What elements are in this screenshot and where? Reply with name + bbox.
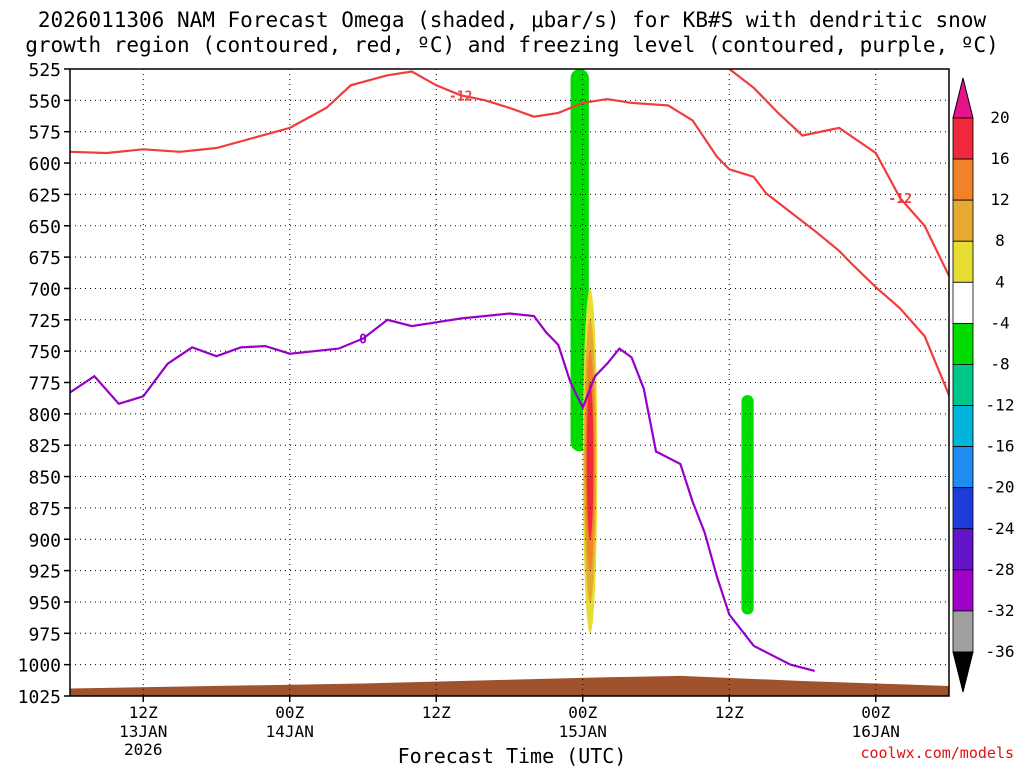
y-tick-label: 725 <box>28 311 61 332</box>
y-tick-label: 650 <box>28 217 61 238</box>
colorbar-label: 8 <box>995 231 1005 250</box>
x-tick-label: 00Z <box>861 703 890 722</box>
y-tick-label: 550 <box>28 91 61 112</box>
colorbar-swatch <box>952 199 974 242</box>
colorbar-top-arrow <box>952 77 974 119</box>
colorbar-swatch <box>952 610 974 653</box>
colorbar-label: -24 <box>986 519 1015 538</box>
x-tick-year: 2026 <box>124 740 163 759</box>
y-tick-label: 675 <box>28 248 61 269</box>
omega-downward-max-level <box>586 381 594 541</box>
colorbar: 20 16 12 8 4 -4 -8 -12 -16 -20 -24 -28 -32 -36 <box>952 77 1015 693</box>
colorbar-swatch <box>952 528 974 571</box>
omega-upward-late <box>741 395 754 615</box>
colorbar-label: 16 <box>990 149 1009 168</box>
y-tick-label: 975 <box>28 624 61 645</box>
contour-freezing-level <box>70 312 815 672</box>
x-tick-label: 00Z <box>568 703 597 722</box>
colorbar-swatch <box>952 281 974 324</box>
y-tick-label: 600 <box>28 154 61 175</box>
colorbar-label: -28 <box>986 560 1015 579</box>
colorbar-label: -4 <box>990 313 1009 332</box>
y-tick-label: 1025 <box>18 687 61 708</box>
chart-title-line2: growth region (contoured, red, ºC) and f… <box>25 33 999 57</box>
contour-dgz-lower <box>728 69 949 278</box>
contour-label: 0 <box>359 333 367 348</box>
x-tick-date: 13JAN <box>119 722 167 741</box>
y-tick-label: 775 <box>28 374 61 395</box>
colorbar-swatch <box>952 405 974 448</box>
y-tick-label: 900 <box>28 530 61 551</box>
x-axis-title: Forecast Time (UTC) <box>397 744 627 768</box>
x-tick-date: 15JAN <box>559 722 607 741</box>
colorbar-swatch <box>952 240 974 283</box>
colorbar-label: 4 <box>995 272 1005 291</box>
y-tick-label: 525 <box>28 60 61 81</box>
x-tick-date: 14JAN <box>266 722 314 741</box>
colorbar-label: -32 <box>986 601 1015 620</box>
colorbar-label: -16 <box>986 437 1015 456</box>
colorbar-bottom-arrow <box>952 651 974 693</box>
colorbar-label: -36 <box>986 642 1015 661</box>
x-tick-label: 12Z <box>129 703 158 722</box>
contour-label: -12 <box>449 89 472 104</box>
y-tick-label: 1000 <box>18 656 61 677</box>
y-tick-label: 750 <box>28 342 61 363</box>
axes: 525 550 575 600 625 650 675 700 725 750 775 800 825 8… <box>18 60 950 759</box>
chart-title-line1: 2026011306 NAM Forecast Omega (shaded, μ… <box>37 8 987 32</box>
contour-label: -12 <box>888 192 911 207</box>
y-tick-label: 825 <box>28 436 61 457</box>
colorbar-swatch <box>952 364 974 406</box>
y-tick-label: 575 <box>28 123 61 144</box>
colorbar-swatch <box>952 322 974 365</box>
x-tick-date: 16JAN <box>852 722 900 741</box>
colorbar-label: -8 <box>990 354 1009 373</box>
colorbar-swatch <box>952 158 974 201</box>
contours: -12 -12 0 <box>70 69 949 672</box>
y-tick-label: 625 <box>28 185 61 206</box>
y-tick-label: 700 <box>28 279 61 300</box>
x-tick-label: 12Z <box>715 703 744 722</box>
colorbar-label: 20 <box>990 108 1009 127</box>
contour-dgz-upper <box>70 70 949 399</box>
terrain-fill <box>70 675 949 696</box>
colorbar-swatch <box>952 487 974 530</box>
x-tick-label: 12Z <box>422 703 451 722</box>
y-tick-label: 875 <box>28 499 61 520</box>
colorbar-swatch <box>952 569 974 612</box>
colorbar-label: -12 <box>986 396 1015 415</box>
colorbar-label: -20 <box>986 478 1015 497</box>
x-tick-label: 00Z <box>275 703 304 722</box>
y-tick-label: 925 <box>28 562 61 583</box>
colorbar-label: 12 <box>990 190 1009 209</box>
y-tick-label: 800 <box>28 405 61 426</box>
colorbar-swatch <box>952 117 974 160</box>
colorbar-swatch <box>952 446 974 489</box>
omega-shading <box>570 69 754 634</box>
credit-text: coolwx.com/models <box>860 744 1014 762</box>
terrain <box>70 675 949 696</box>
y-tick-label: 950 <box>28 593 61 614</box>
y-tick-label: 850 <box>28 468 61 489</box>
plot-area <box>70 69 949 696</box>
